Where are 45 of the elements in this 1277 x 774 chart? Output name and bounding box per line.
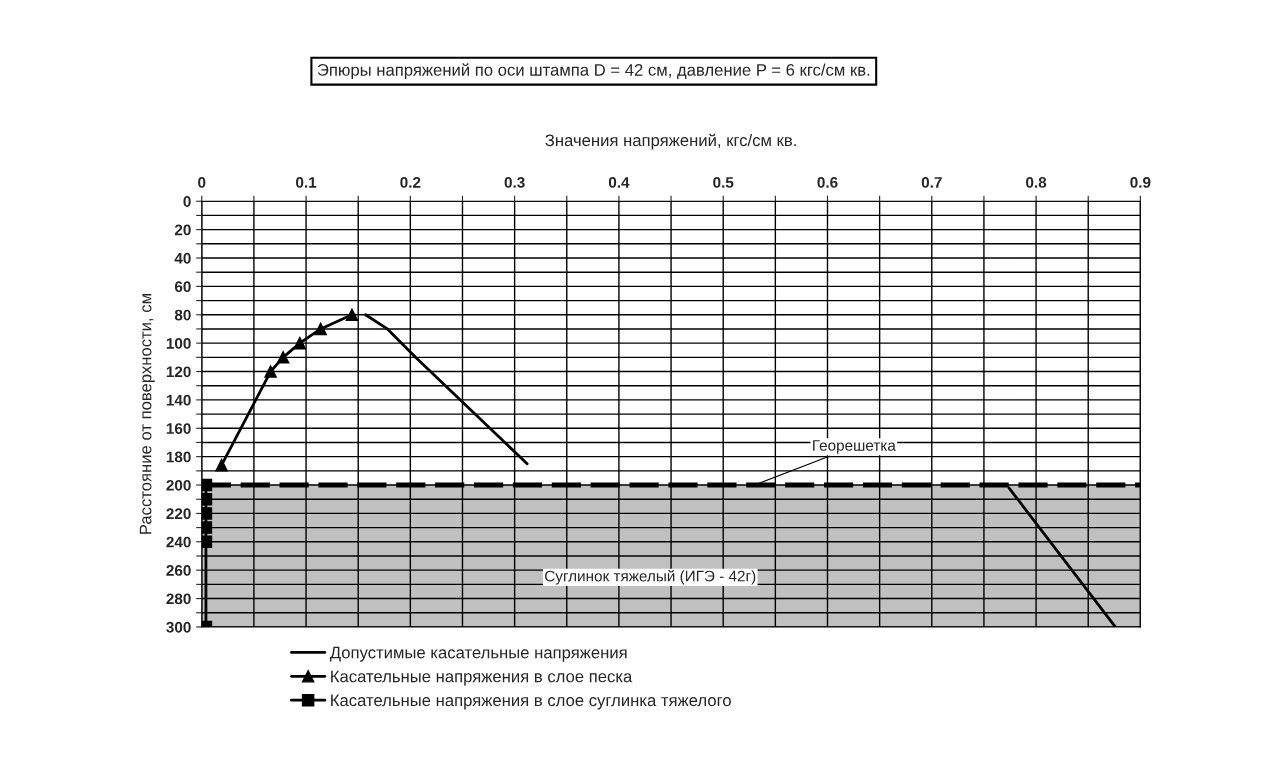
y-tick-label: 180 [166, 451, 191, 463]
x-tick-label: 0.2 [400, 176, 421, 188]
y-tick-label: 0 [183, 196, 191, 207]
x-tick-label: 0.8 [1026, 176, 1047, 188]
point [345, 308, 359, 322]
y-tick-label: 120 [166, 366, 191, 378]
point [201, 507, 213, 520]
x-tick-label: 0.9 [1130, 176, 1151, 188]
point [264, 365, 277, 378]
legend-label: Касательные напряжения в слое песка [331, 670, 633, 686]
y-tick-label: 100 [166, 338, 191, 349]
x-tick-label: 0 [198, 176, 206, 188]
point [201, 535, 213, 549]
point [201, 492, 213, 506]
y-tick-label: 60 [174, 281, 191, 293]
x-axis-title: Значения напряжений, кгс/см кв. [545, 133, 796, 150]
x-tick-label: 0.4 [608, 176, 630, 188]
chart-title: Эпюры напряжений по оси штампа D = 42 см, давление P = 6 кгс/см кв. [317, 63, 870, 80]
x-tick-label: 0.7 [921, 176, 942, 188]
y-tick-label: 40 [174, 252, 191, 264]
y-tick-label: 160 [166, 423, 191, 434]
y-tick-label: 300 [166, 621, 191, 633]
y-axis-title: Расстояние от поверхности, см [139, 294, 155, 534]
x-tick-label: 0.1 [296, 176, 317, 188]
legend-label: Касательные напряжения в слое суглинка тяжелого [331, 694, 731, 710]
point [293, 336, 307, 350]
y-tick-label: 280 [166, 593, 191, 605]
y-tick-label: 140 [166, 394, 191, 406]
y-tick-label: 200 [166, 479, 191, 491]
y-tick-label: 80 [174, 309, 191, 321]
point [276, 351, 290, 364]
point [201, 521, 213, 534]
point [215, 458, 228, 472]
y-tick-label: 220 [166, 508, 191, 520]
ref-line-label: Георешетка [813, 440, 896, 454]
x-tick-label: 0.3 [504, 176, 525, 188]
point [201, 478, 213, 492]
point [314, 322, 327, 336]
y-tick-label: 20 [174, 224, 191, 236]
x-tick-label: 0.5 [713, 176, 734, 188]
x-tick-label: 0.6 [817, 176, 838, 188]
y-tick-label: 240 [166, 536, 191, 548]
band-label: Суглинок тяжелый (ИГЭ - 42г) [545, 570, 756, 585]
legend-label: Допустимые касательные напряжения [329, 646, 627, 662]
y-tick-label: 260 [166, 565, 191, 576]
